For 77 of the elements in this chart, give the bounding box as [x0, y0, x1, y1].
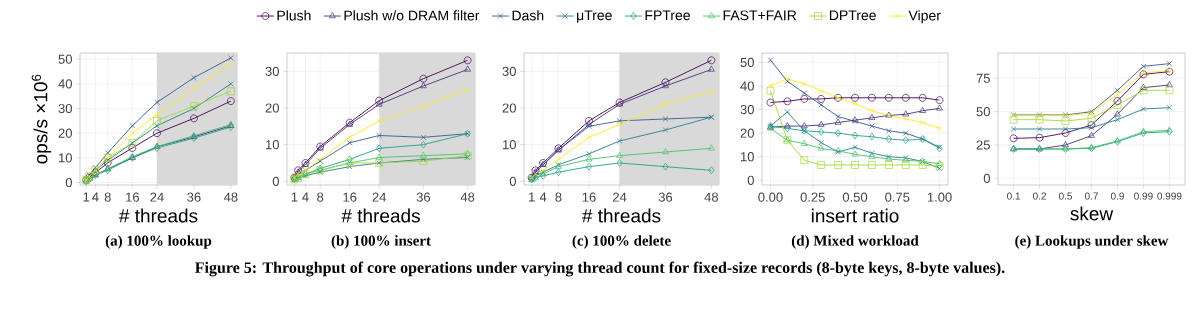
- legend-label: FPTree: [645, 10, 690, 21]
- x-tick-label: 0.00: [758, 192, 783, 202]
- x-tick-label: 4: [302, 192, 309, 202]
- y-tick-label: 20: [58, 128, 72, 138]
- y-tick-label: 75: [976, 73, 990, 83]
- y-tick-label: 10: [266, 140, 279, 150]
- y-tick-label: 40: [58, 79, 72, 89]
- x-tick-label: 36: [187, 192, 201, 202]
- x-tick-label: 16: [126, 192, 140, 202]
- x-tick-label: 1: [291, 192, 298, 202]
- y-tick-label: 20: [265, 103, 279, 113]
- y-tick-label: 50: [976, 107, 990, 117]
- legend-label: μTree: [577, 10, 612, 23]
- x-tick-label: 0.999: [1157, 192, 1182, 200]
- x-tick-label: 24: [372, 192, 387, 202]
- x-tick-label: 48: [460, 192, 475, 202]
- x-tick-label: 48: [223, 192, 238, 202]
- legend-label: Plush: [277, 10, 311, 21]
- legend-label: DPTree: [829, 10, 876, 21]
- x-tick-label: 0.7: [1084, 192, 1098, 200]
- y-tick-label: 30: [502, 66, 516, 76]
- legend-label: Plush w/o DRAM filter: [344, 10, 480, 21]
- x-tick-label: 0.50: [842, 192, 868, 202]
- legend-label: Dash: [512, 10, 544, 21]
- y-tick-label: 30: [58, 103, 72, 114]
- y-axis-title: ops/s ×10$^{6}$: [31, 74, 52, 164]
- x-tick-label: 1: [83, 192, 90, 202]
- y-tick-label: 0: [747, 175, 754, 185]
- x-tick-label: 0.1: [1007, 192, 1021, 200]
- x-tick-label: 0.75: [885, 192, 910, 202]
- legend-label: Viper: [908, 10, 941, 24]
- x-tick-label: 8: [555, 192, 562, 202]
- x-tick-label: 8: [317, 192, 324, 202]
- y-tick-label: 30: [265, 66, 279, 76]
- text: (c) 100% delete: [572, 235, 671, 249]
- x-tick-label: 8: [104, 192, 111, 202]
- x-tick-label: 0.25: [800, 192, 825, 202]
- y-tick-label: 0: [509, 176, 516, 186]
- y-tick-label: 30: [740, 104, 754, 115]
- x-tick-label: 36: [416, 192, 431, 202]
- y-tick-label: 0: [983, 173, 990, 183]
- text: (a) 100% lookup: [105, 235, 212, 249]
- x-tick-label: 0.5: [1058, 192, 1073, 200]
- x-tick-label: 4: [92, 192, 99, 202]
- y-tick-label: 50: [740, 57, 754, 68]
- x-axis-title: insert ratio: [811, 208, 899, 223]
- y-tick-label: 10: [740, 152, 754, 162]
- x-axis-title: # threads: [341, 208, 420, 223]
- x-tick-label: 16: [343, 192, 357, 202]
- y-tick-label: 20: [740, 128, 754, 138]
- x-tick-label: 24: [150, 192, 164, 202]
- legend-label: FAST+FAIR: [723, 10, 797, 21]
- y-tick-label: 0: [65, 177, 72, 188]
- text: (d) Mixed workload: [791, 235, 919, 249]
- x-tick-label: 0.2: [1032, 192, 1046, 200]
- x-tick-label: 1.00: [927, 192, 952, 202]
- y-tick-label: 20: [502, 103, 516, 113]
- x-tick-label: 0.9: [1110, 192, 1124, 200]
- y-tick-label: 10: [59, 153, 72, 163]
- x-tick-label: 36: [658, 192, 673, 202]
- text: (e) Lookups under skew: [1015, 235, 1169, 249]
- y-tick-label: 10: [503, 140, 516, 150]
- x-axis-title: # threads: [581, 208, 661, 223]
- y-tick-label: 0: [272, 176, 279, 186]
- text: (b) 100% insert: [331, 235, 431, 249]
- x-tick-label: 0.99: [1134, 192, 1153, 200]
- x-tick-label: 48: [704, 192, 719, 202]
- x-tick-label: 1: [529, 192, 535, 202]
- caption: Figure 5: Throughput of core operations under varying thread count for fixed-size records (8-byte keys, 8-byte values).: [195, 261, 1005, 277]
- y-tick-label: 40: [740, 81, 754, 91]
- x-axis-title: # threads: [118, 208, 198, 223]
- x-tick-label: 24: [613, 192, 627, 202]
- x-tick-label: 4: [539, 192, 547, 202]
- x-tick-label: 16: [582, 192, 596, 202]
- x-axis-title: skew: [1070, 206, 1114, 221]
- y-tick-label: 50: [58, 54, 72, 64]
- y-tick-label: 25: [976, 140, 990, 150]
